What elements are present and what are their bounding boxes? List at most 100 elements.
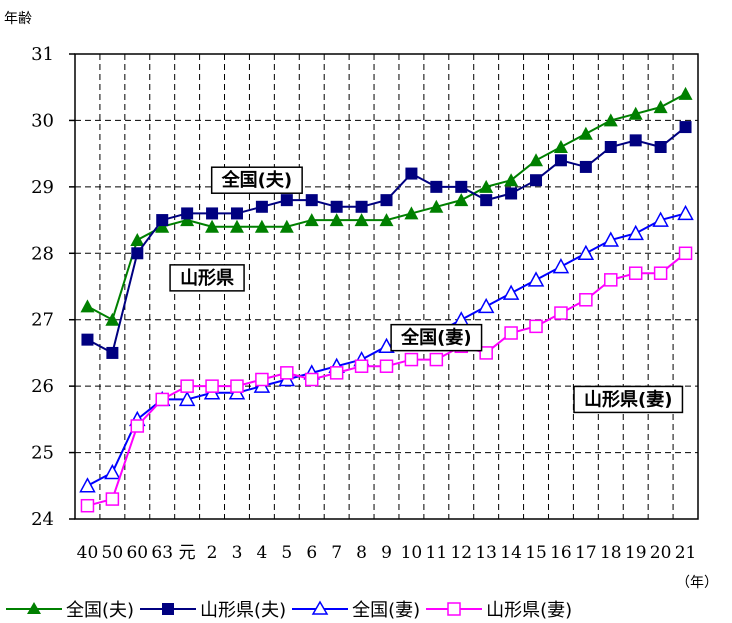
line-chart: 24 25 26 27 28 29 30 31 40 50 60 63 元 2 3 4 5 6 7 8 9 10 11 12…	[4, 11, 718, 591]
x-tick-label: 2	[207, 543, 218, 563]
annotation-frame	[573, 385, 684, 414]
data-point	[653, 100, 668, 114]
y-tick-label: 26	[31, 376, 54, 397]
data-point	[305, 194, 318, 207]
legend-marker-filled-triangle	[6, 602, 62, 614]
data-point	[405, 167, 418, 180]
data-point	[578, 126, 593, 140]
x-tick-label: 5	[281, 543, 292, 563]
data-point	[604, 141, 617, 153]
data-point	[677, 204, 694, 221]
axes	[69, 53, 699, 520]
data-point	[504, 326, 518, 340]
data-point	[629, 134, 642, 147]
x-tick-label: 15	[525, 543, 547, 563]
x-tick-label: 40	[77, 543, 99, 563]
data-point	[654, 141, 667, 153]
data-point	[480, 194, 493, 207]
data-point	[229, 219, 244, 233]
data-point	[379, 359, 394, 373]
data-point	[430, 180, 443, 193]
data-point	[131, 247, 144, 260]
data-point	[577, 244, 595, 261]
x-tick-label: 19	[625, 543, 647, 563]
x-tick-label: 18	[600, 543, 622, 563]
legend: 全国(夫) 山形県(夫) 全国(妻) 山形県(妻)	[4, 596, 732, 622]
data-point	[603, 113, 618, 127]
data-point	[429, 199, 444, 213]
x-axis-unit: （年）	[676, 575, 718, 591]
data-point	[652, 211, 669, 227]
annotation-box: 山形県(妻)	[573, 385, 684, 414]
x-tick-label: 17	[575, 543, 597, 563]
series-group	[79, 86, 694, 513]
x-tick-label: 7	[331, 543, 342, 563]
y-tick-label: 27	[31, 310, 54, 331]
series-3	[80, 246, 693, 513]
x-tick-label: 60	[126, 543, 148, 563]
data-point	[479, 179, 494, 193]
x-tick-labels: 40 50 60 63 元 2 3 4 5 6 7 8 9 10 11 12 13 14 15 16 17 18 19 20 2…	[77, 543, 697, 563]
data-point	[81, 333, 94, 346]
x-tick-label: 50	[102, 543, 124, 563]
data-point	[554, 154, 567, 167]
data-point	[628, 266, 643, 280]
data-point	[404, 206, 419, 220]
x-tick-label: 6	[306, 543, 317, 563]
annotation-label: 山形県	[180, 268, 234, 289]
data-point	[254, 219, 269, 233]
x-tick-label: 3	[232, 543, 243, 563]
series-0	[80, 86, 693, 326]
data-point	[181, 207, 194, 220]
legend-label: 全国(妻)	[352, 600, 421, 621]
data-point	[527, 271, 545, 287]
data-point	[280, 366, 294, 380]
x-tick-label: 9	[381, 543, 392, 563]
y-tick-label: 30	[31, 110, 54, 131]
data-point	[505, 187, 518, 200]
x-tick-label: 元	[179, 543, 196, 563]
annotation-box: 全国(夫)	[210, 166, 303, 194]
data-point	[380, 194, 393, 207]
x-tick-label: 21	[675, 543, 697, 563]
data-point	[106, 346, 119, 359]
legend-item-national-husband: 全国(夫)	[4, 596, 134, 622]
legend-item-yamagata-husband: 山形県(夫)	[138, 596, 286, 622]
data-point	[627, 224, 644, 241]
data-point	[378, 337, 395, 354]
data-point	[104, 463, 121, 480]
data-point	[255, 372, 269, 387]
data-point	[304, 372, 319, 387]
data-point	[579, 293, 593, 307]
x-tick-label: 11	[426, 543, 448, 563]
data-point	[330, 200, 343, 213]
data-point	[80, 299, 95, 313]
y-tick-label: 29	[31, 177, 54, 198]
data-point	[180, 379, 194, 393]
y-axis-label: 年齢	[4, 11, 32, 27]
data-point	[530, 174, 543, 187]
annotation-frame	[390, 323, 483, 352]
series-1	[81, 121, 692, 359]
legend-marker-open-triangle	[292, 600, 349, 615]
data-point	[255, 200, 268, 213]
x-tick-label: 12	[450, 543, 472, 563]
data-point	[105, 312, 120, 326]
x-tick-label: 16	[550, 543, 572, 563]
data-point	[80, 498, 95, 513]
data-point	[206, 207, 219, 220]
data-point	[529, 319, 543, 334]
legend-label: 山形県(夫)	[200, 600, 287, 621]
data-point	[205, 219, 220, 233]
data-point	[279, 219, 294, 233]
x-tick-label: 4	[256, 543, 267, 563]
data-point	[180, 213, 195, 227]
data-point	[554, 306, 568, 320]
data-point	[156, 214, 169, 227]
data-point	[355, 200, 368, 213]
data-point	[628, 106, 643, 120]
data-point	[579, 160, 592, 173]
x-tick-label: 63	[151, 543, 173, 563]
data-point	[205, 379, 219, 393]
